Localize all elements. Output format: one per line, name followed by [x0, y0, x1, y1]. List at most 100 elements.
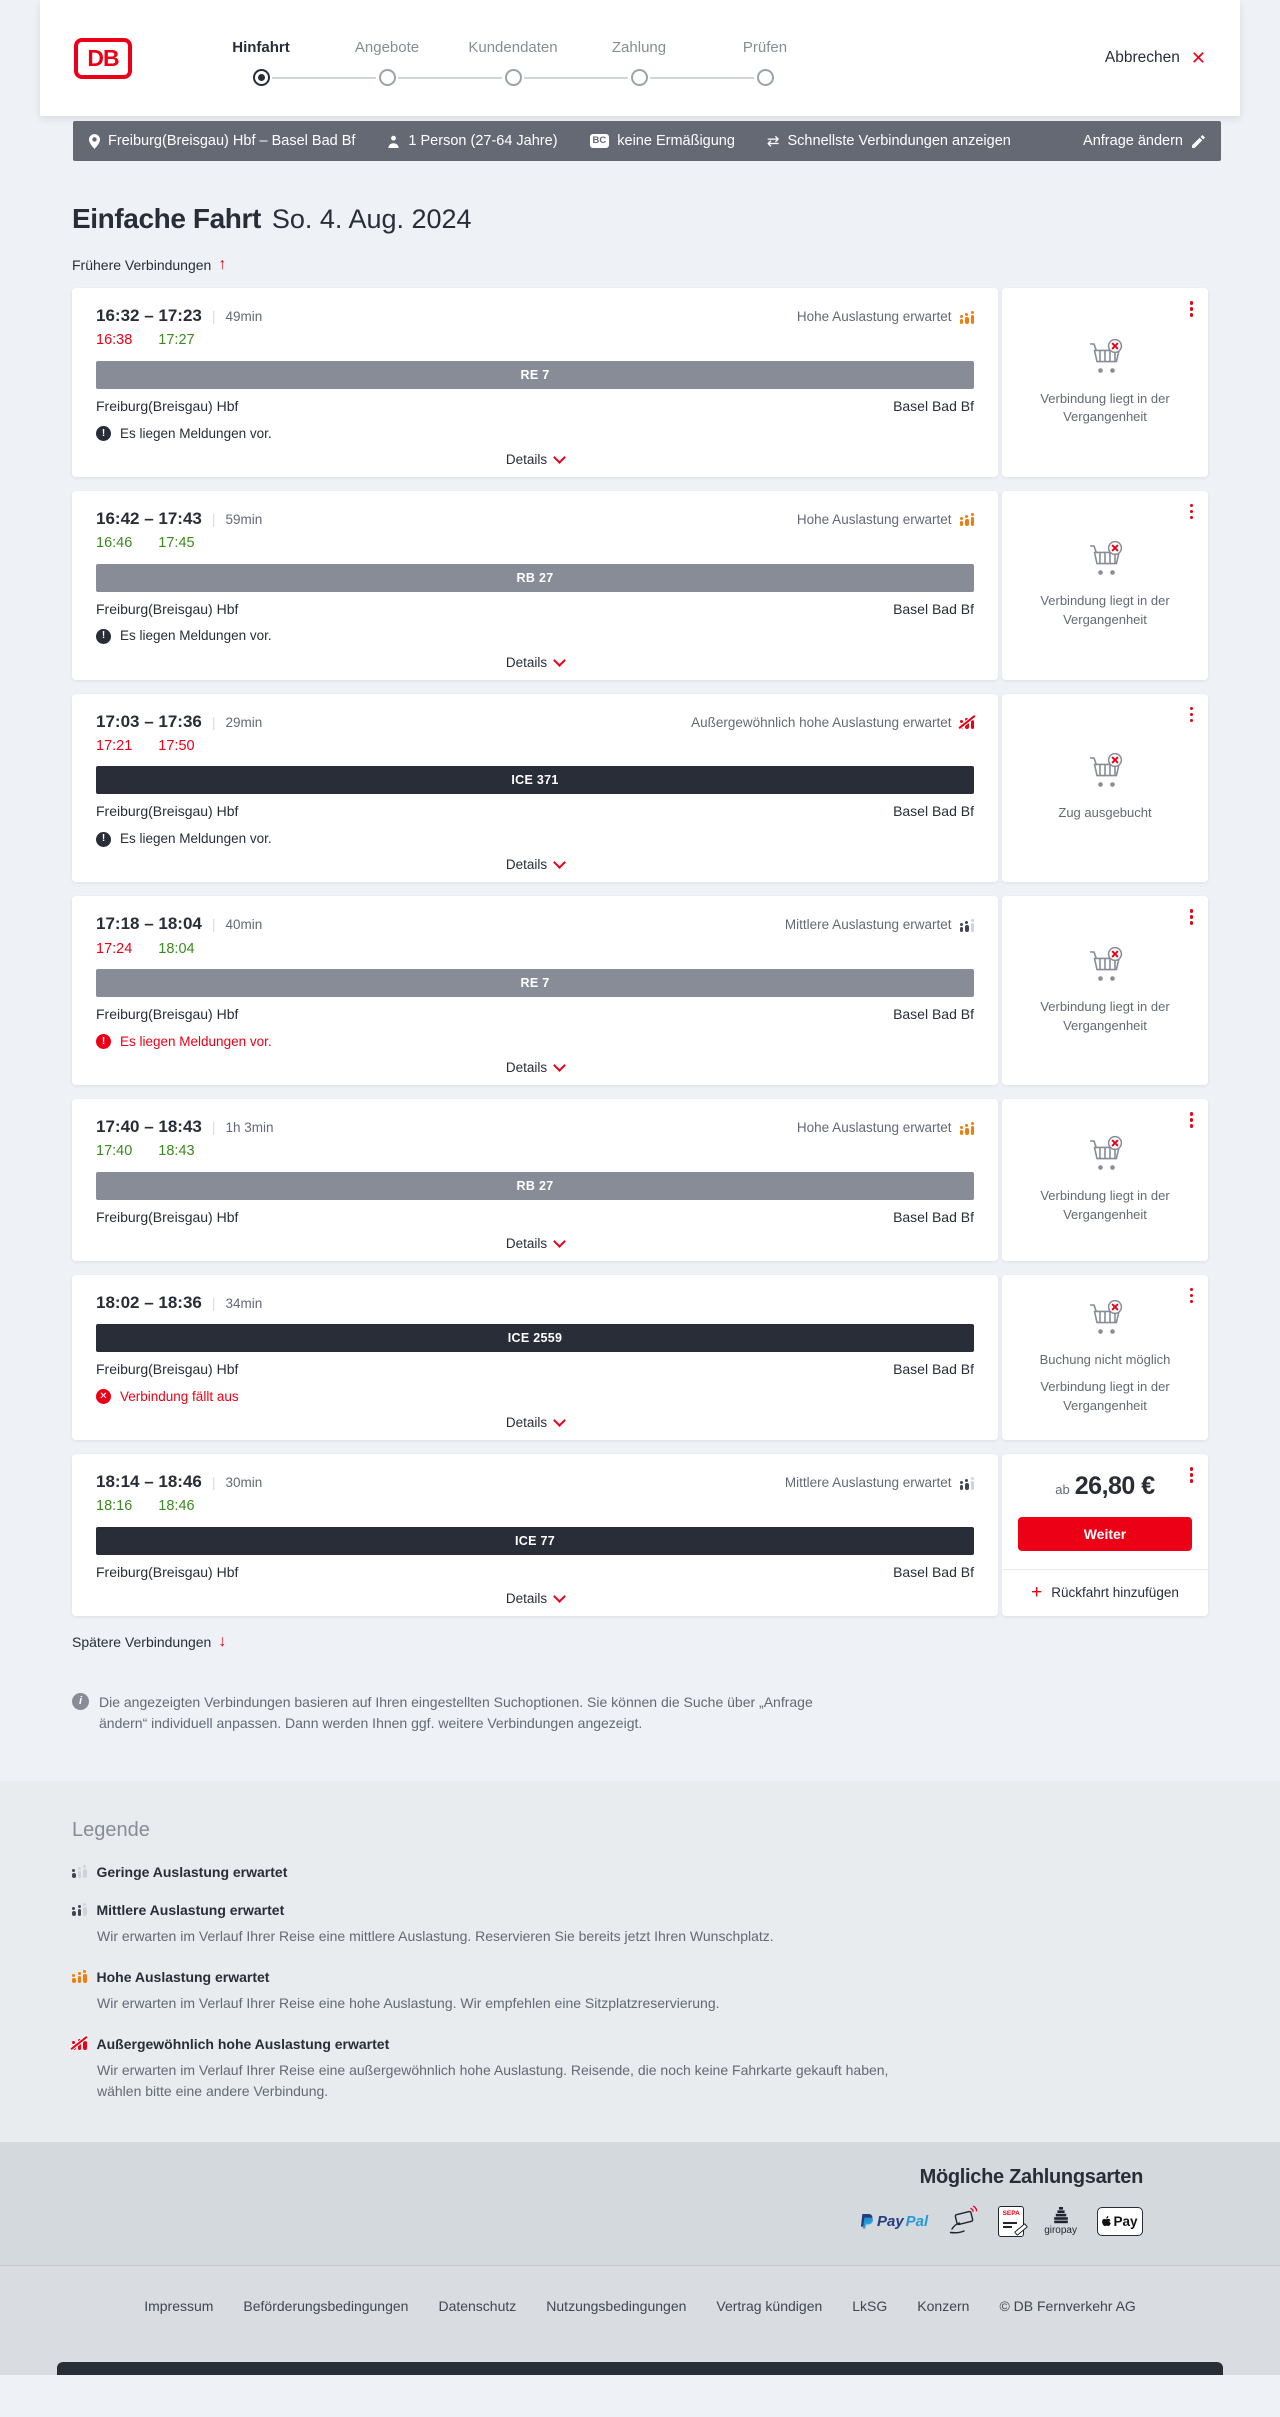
earlier-connections-link[interactable]: Frühere Verbindungen ↑: [72, 257, 226, 274]
occupancy-indicator: Mittlere Auslastung erwartet: [785, 917, 974, 933]
later-connections-link[interactable]: Spätere Verbindungen ↓: [72, 1632, 227, 1650]
connection-message[interactable]: ! Es liegen Meldungen vor.: [96, 426, 272, 442]
kebab-menu-icon[interactable]: [1188, 907, 1196, 927]
train-label-bar: RE 7: [96, 969, 974, 998]
details-button[interactable]: Details: [506, 1581, 566, 1606]
side-panel-body: Verbindung liegt in der Vergangenheit: [1002, 1099, 1208, 1261]
side-panel-body: Buchung nicht möglich Verbindung liegt in…: [1002, 1275, 1208, 1440]
passenger-text: 1 Person (27-64 Jahre): [408, 133, 558, 149]
connection-side-panel: Verbindung liegt in der Vergangenheit: [1002, 490, 1208, 680]
connection-header: 18:02 – 18:36 | 34min: [96, 1293, 974, 1313]
occupancy-label: Hohe Auslastung erwartet: [796, 511, 952, 527]
arrow-down-icon: ↓: [218, 1632, 227, 1650]
step-hinfahrt: Hinfahrt: [198, 39, 376, 86]
footer-link[interactable]: LkSG: [852, 2297, 888, 2314]
connection-message[interactable]: ✕ Verbindung fällt aus: [96, 1389, 239, 1405]
trip-date: So. 4. Aug. 2024: [271, 204, 472, 234]
footer-link[interactable]: Vertrag kündigen: [716, 2297, 823, 2314]
details-button[interactable]: Details: [505, 1226, 566, 1251]
footer-link[interactable]: Beförderungsbedingungen: [243, 2297, 409, 2314]
details-label: Details: [505, 857, 548, 873]
copyright: © DB Fernverkehr AG: [999, 2297, 1136, 2314]
details-button[interactable]: Details: [506, 1405, 566, 1430]
realtime-time: 17:21: [96, 737, 133, 754]
step-label: Kundendaten: [468, 38, 558, 56]
edit-request-button[interactable]: Anfrage ändern: [1083, 133, 1205, 149]
connection-side-panel: Verbindung liegt in der Vergangenheit: [1002, 896, 1208, 1086]
destination-station: Basel Bad Bf: [893, 1563, 974, 1580]
cancel-button[interactable]: Abbrechen ✕: [1105, 49, 1206, 67]
connection-duration: 34min: [225, 1295, 263, 1311]
page-title: Einfache Fahrt So. 4. Aug. 2024: [72, 203, 1208, 235]
step-label: Angebote: [354, 38, 420, 56]
details-button[interactable]: Details: [505, 847, 566, 873]
connection-header: 17:18 – 18:04 | 40min Mittlere Auslastun…: [96, 914, 974, 934]
connection-message-text: Es liegen Meldungen vor.: [120, 628, 272, 644]
sort-option-text: Schnellste Verbindungen anzeigen: [787, 133, 1011, 149]
legend-item-description: Wir erwarten im Verlauf Ihrer Reise eine…: [97, 1994, 720, 2011]
continue-button[interactable]: Weiter: [1018, 1517, 1192, 1552]
connection-card: 17:40 – 18:43 | 1h 3min Hohe Auslastung …: [72, 1099, 998, 1261]
occupancy-icon: [959, 716, 974, 730]
footer-link[interactable]: Nutzungsbedingungen: [546, 2297, 687, 2314]
step-angebote: Angebote: [324, 38, 502, 86]
details-label: Details: [505, 1060, 548, 1076]
connection-duration: 59min: [225, 511, 263, 527]
step-dot-icon: [630, 68, 648, 86]
realtime-times: 17:40 18:43: [96, 1143, 974, 1160]
train-label-bar: ICE 2559: [96, 1324, 974, 1353]
connection-card: 18:14 – 18:46 | 30min Mittlere Auslastun…: [72, 1454, 998, 1616]
side-panel-body: Verbindung liegt in der Vergangenheit: [1002, 896, 1208, 1085]
cancel-label: Abbrechen: [1104, 49, 1180, 66]
connection-message-text: Es liegen Meldungen vor.: [120, 425, 272, 441]
connection-message[interactable]: ! Es liegen Meldungen vor.: [96, 1034, 272, 1050]
occupancy-icon: [959, 513, 974, 527]
kebab-menu-icon[interactable]: [1188, 502, 1196, 522]
passenger-summary: 1 Person (27-64 Jahre): [387, 133, 558, 149]
footer-link[interactable]: Impressum: [144, 2297, 214, 2314]
realtime-times: 16:46 17:45: [96, 535, 974, 552]
connection-duration: 30min: [225, 1475, 263, 1491]
connection-row: 17:40 – 18:43 | 1h 3min Hohe Auslastung …: [72, 1099, 1208, 1261]
details-label: Details: [505, 1235, 548, 1251]
kebab-menu-icon[interactable]: [1188, 1465, 1196, 1485]
kebab-menu-icon[interactable]: [1188, 1110, 1196, 1130]
connection-header: 16:32 – 17:23 | 49min Hohe Auslastung er…: [96, 306, 974, 326]
connection-card: 17:03 – 17:36 | 29min Außergewöhnlich ho…: [72, 693, 998, 883]
stations-row: Freiburg(Breisgau) Hbf Basel Bad Bf: [96, 1209, 974, 1226]
kebab-menu-icon[interactable]: [1188, 1286, 1196, 1306]
connection-message[interactable]: ! Es liegen Meldungen vor.: [96, 628, 272, 644]
chevron-down-icon: [553, 856, 566, 870]
details-button[interactable]: Details: [506, 442, 566, 467]
swap-arrows-icon: ⇄: [766, 132, 780, 150]
main-content: Einfache Fahrt So. 4. Aug. 2024 Frühere …: [72, 203, 1208, 1735]
footer-link[interactable]: Konzern: [917, 2297, 970, 2314]
price-prefix: ab: [1055, 1481, 1070, 1497]
sort-option-button[interactable]: ⇄ Schnellste Verbindungen anzeigen: [767, 133, 1011, 149]
origin-station: Freiburg(Breisgau) Hbf: [96, 1563, 239, 1580]
kebab-menu-icon[interactable]: [1188, 705, 1196, 725]
details-button[interactable]: Details: [506, 645, 566, 670]
connection-side-panel: Verbindung liegt in der Vergangenheit: [1002, 1099, 1208, 1261]
add-return-button[interactable]: + Rückfahrt hinzufügen: [1002, 1569, 1208, 1616]
kebab-menu-icon[interactable]: [1188, 299, 1196, 319]
availability-info: Buchung nicht möglich Verbindung liegt in…: [1028, 1299, 1183, 1417]
step-kundendaten: Kundendaten: [450, 38, 628, 86]
query-summary-bar: Freiburg(Breisgau) Hbf – Basel Bad Bf 1 …: [73, 121, 1221, 161]
details-button[interactable]: Details: [505, 1050, 566, 1076]
footer-link[interactable]: Datenschutz: [438, 2297, 517, 2314]
connection-message[interactable]: ! Es liegen Meldungen vor.: [96, 831, 272, 847]
giropay-icon: giropay: [1044, 2207, 1077, 2236]
legend-title: Legende: [72, 1818, 150, 1841]
connection-row: 18:02 – 18:36 | 34min ICE 2559 Freiburg(…: [72, 1274, 1208, 1441]
occupancy-icon: [959, 1476, 974, 1490]
price-block: ab 26,80 € Weiter: [1002, 1454, 1208, 1569]
discount-text: keine Ermäßigung: [617, 133, 735, 149]
alert-circle-icon: !: [96, 426, 111, 442]
origin-station: Freiburg(Breisgau) Hbf: [96, 803, 239, 820]
alert-circle-icon: !: [96, 628, 111, 644]
train-label-bar: RE 7: [96, 360, 974, 389]
realtime-time: 17:24: [96, 940, 133, 957]
connection-times: 16:42 – 17:43: [96, 508, 202, 528]
bahncard-icon: BC: [589, 134, 610, 148]
